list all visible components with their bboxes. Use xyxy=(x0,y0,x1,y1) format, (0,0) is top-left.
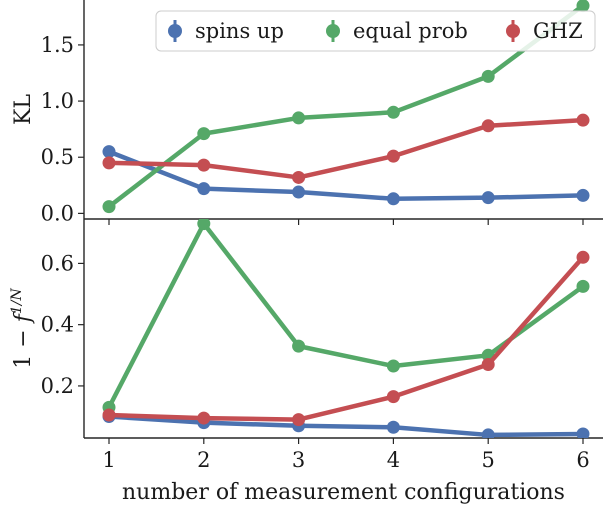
data-point-ghz-bottom xyxy=(576,250,590,264)
data-point-equal-prob-top xyxy=(292,111,306,125)
y-tick-label-bottom: 0.6 xyxy=(41,251,74,275)
y-axis-label-bottom: 1 − f1/N xyxy=(9,288,36,369)
data-point-spins-up-top xyxy=(386,192,400,206)
data-point-ghz-top xyxy=(386,149,400,163)
data-point-equal-prob-bottom xyxy=(292,339,306,353)
series-line-equal-prob-bottom xyxy=(106,221,586,410)
fidelity-panel: 0.2 0.4 0.6 1 2 3 4 5 6 1 − f1/N number of measure… xyxy=(9,219,603,505)
data-point-spins-up-top xyxy=(481,191,495,205)
data-point-ghz-top xyxy=(197,158,211,172)
data-point-ghz-bottom xyxy=(481,357,495,371)
legend-marker-spins-up xyxy=(168,24,182,38)
series-line-spins-up-bottom xyxy=(106,414,586,438)
data-point-spins-up-bottom xyxy=(386,420,400,434)
legend-marker-ghz xyxy=(506,24,520,38)
series-line-ghz-top xyxy=(106,117,586,180)
data-point-spins-up-top xyxy=(197,182,211,196)
x-tick-label: 6 xyxy=(576,448,589,472)
legend-marker-equal-prob xyxy=(326,24,340,38)
legend: spins up equal prob GHZ xyxy=(155,10,596,52)
x-tick-label: 5 xyxy=(482,448,495,472)
series-line-ghz-bottom xyxy=(106,255,586,422)
data-point-equal-prob-top xyxy=(481,69,495,83)
legend-box xyxy=(155,10,596,52)
series-line-equal-prob-top xyxy=(106,3,586,209)
x-tick-label: 4 xyxy=(387,448,400,472)
y-tick-label-top: 1.0 xyxy=(41,89,74,113)
series-line-spins-up-top xyxy=(106,149,586,202)
data-point-ghz-bottom xyxy=(292,413,306,427)
y-axis-label-top: KL xyxy=(11,94,36,125)
legend-label-equal-prob: equal prob xyxy=(353,19,468,43)
data-point-equal-prob-top xyxy=(576,0,590,13)
x-tick-label: 1 xyxy=(102,448,115,472)
data-point-ghz-top xyxy=(292,170,306,184)
data-point-spins-up-bottom xyxy=(576,427,590,438)
data-point-equal-prob-bottom xyxy=(386,359,400,373)
data-point-spins-up-top xyxy=(292,185,306,199)
y-tick-label-bottom: 0.2 xyxy=(41,374,74,398)
y-tick-label-bottom: 0.4 xyxy=(41,313,74,337)
y-tick-label-top: 0.0 xyxy=(41,201,74,225)
data-point-equal-prob-top xyxy=(102,200,116,214)
legend-label-spins-up: spins up xyxy=(195,19,284,43)
data-point-ghz-top xyxy=(576,113,590,127)
data-point-equal-prob-top xyxy=(197,127,211,141)
data-point-spins-up-top xyxy=(576,188,590,202)
data-point-spins-up-bottom xyxy=(481,428,495,438)
data-point-ghz-bottom xyxy=(386,390,400,404)
data-point-spins-up-top xyxy=(102,145,116,159)
x-axis-label: number of measurement configurations xyxy=(122,480,565,505)
y-tick-label-top: 0.5 xyxy=(41,145,74,169)
data-point-ghz-top xyxy=(102,156,116,170)
data-point-ghz-bottom xyxy=(197,411,211,425)
x-tick-label: 3 xyxy=(292,448,305,472)
data-point-equal-prob-top xyxy=(386,105,400,119)
x-tick-label: 2 xyxy=(197,448,210,472)
data-point-equal-prob-bottom xyxy=(576,279,590,293)
legend-label-ghz: GHZ xyxy=(533,19,583,43)
y-tick-label-top: 1.5 xyxy=(41,33,74,57)
data-point-ghz-bottom xyxy=(102,408,116,422)
data-point-ghz-top xyxy=(481,119,495,133)
data-point-equal-prob-bottom xyxy=(197,219,211,231)
kl-panel: 0.0 0.5 1.0 1.5 KL xyxy=(11,0,603,225)
